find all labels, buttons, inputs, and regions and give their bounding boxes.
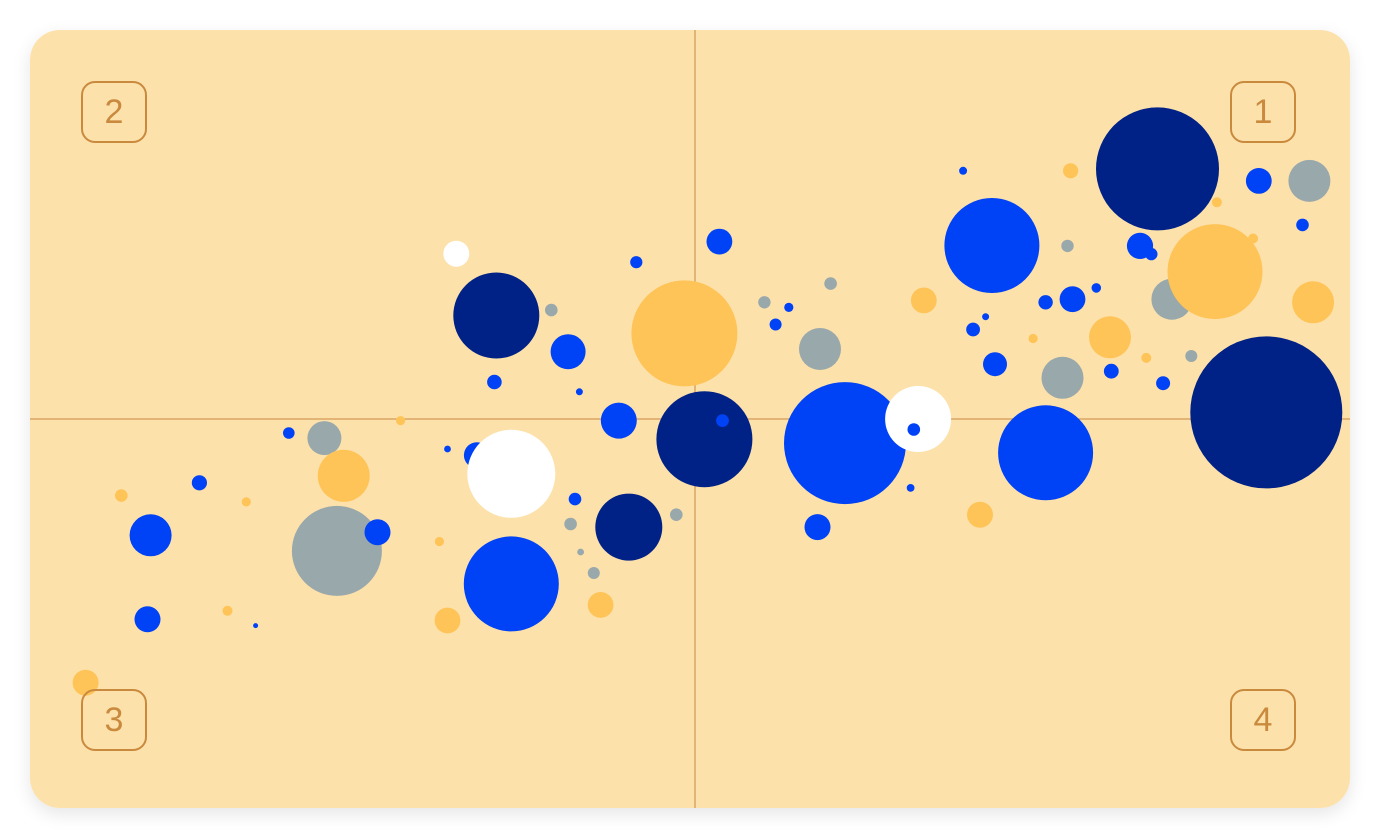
- data-point-28: [799, 328, 841, 370]
- data-points: [72, 107, 1343, 696]
- data-point-70: [1167, 224, 1263, 320]
- data-point-35: [577, 548, 584, 556]
- quadrant-2-label: 2: [81, 81, 147, 143]
- data-point-8: [291, 505, 382, 596]
- data-point-72: [1245, 168, 1272, 194]
- data-point-36: [587, 567, 600, 579]
- data-point-73: [1288, 159, 1331, 202]
- data-point-7: [444, 445, 451, 453]
- data-point-44: [716, 414, 729, 427]
- data-point-10: [129, 514, 172, 557]
- data-point-23: [631, 280, 738, 387]
- data-point-78: [906, 484, 915, 492]
- data-point-42: [670, 508, 683, 521]
- data-point-71: [1248, 233, 1259, 244]
- data-point-55: [1061, 239, 1074, 253]
- data-point-5: [317, 449, 370, 502]
- data-point-0: [307, 421, 342, 456]
- data-point-29: [824, 277, 837, 290]
- data-point-69: [1211, 197, 1222, 208]
- quadrant-chart-card: 1 2 3 4: [30, 30, 1350, 808]
- data-point-40: [434, 607, 461, 634]
- data-point-58: [1091, 283, 1102, 293]
- data-point-38: [463, 536, 559, 632]
- bubble-scatter-plot: [30, 30, 1350, 808]
- data-point-18: [487, 374, 502, 390]
- data-point-20: [550, 334, 586, 370]
- data-point-47: [959, 166, 968, 175]
- data-point-77: [907, 423, 921, 436]
- data-point-4: [283, 427, 295, 439]
- data-point-41: [595, 493, 663, 561]
- data-point-48: [910, 287, 937, 314]
- data-point-37: [587, 592, 614, 618]
- data-point-61: [1063, 163, 1079, 179]
- quadrant-1-label: 1: [1230, 81, 1296, 143]
- data-point-75: [1292, 281, 1335, 324]
- data-point-80: [1190, 336, 1343, 489]
- data-point-45: [804, 514, 831, 541]
- data-point-60: [1103, 363, 1119, 379]
- data-point-24: [706, 228, 733, 255]
- data-point-3: [241, 497, 251, 507]
- quadrant-4-label: 4: [1230, 689, 1296, 751]
- data-point-76: [885, 386, 952, 452]
- data-point-26: [769, 318, 782, 331]
- data-point-67: [1185, 350, 1198, 362]
- data-point-11: [134, 606, 161, 633]
- data-point-43: [656, 391, 753, 488]
- data-point-21: [575, 388, 583, 396]
- data-point-19: [545, 303, 558, 317]
- data-point-59: [1089, 316, 1131, 359]
- data-point-50: [982, 313, 990, 321]
- data-point-13: [253, 623, 259, 629]
- data-point-22: [630, 256, 643, 269]
- data-point-46: [784, 382, 906, 505]
- data-point-79: [998, 405, 1094, 501]
- data-point-25: [758, 296, 771, 309]
- data-point-30: [600, 402, 637, 439]
- data-point-1: [115, 489, 128, 502]
- data-point-32: [467, 429, 556, 518]
- data-point-65: [1156, 376, 1171, 391]
- data-point-33: [568, 492, 582, 506]
- data-point-2: [191, 475, 207, 491]
- data-point-39: [434, 536, 444, 547]
- data-point-9: [364, 519, 391, 546]
- quadrant-3-label: 3: [81, 689, 147, 751]
- data-point-57: [1059, 286, 1086, 313]
- data-point-52: [944, 198, 1040, 293]
- data-point-81: [967, 501, 993, 528]
- data-point-12: [222, 605, 233, 616]
- data-point-68: [1096, 107, 1219, 231]
- data-point-63: [1145, 247, 1158, 261]
- data-point-27: [784, 302, 794, 312]
- data-point-53: [1028, 333, 1038, 344]
- data-point-74: [1296, 218, 1309, 232]
- data-point-6: [396, 416, 406, 426]
- data-point-34: [564, 517, 577, 531]
- data-point-64: [1141, 352, 1152, 363]
- data-point-51: [983, 352, 1007, 377]
- data-point-49: [966, 322, 980, 337]
- data-point-56: [1041, 356, 1084, 399]
- data-point-17: [453, 272, 540, 359]
- data-point-15: [443, 240, 470, 267]
- data-point-54: [1038, 295, 1053, 310]
